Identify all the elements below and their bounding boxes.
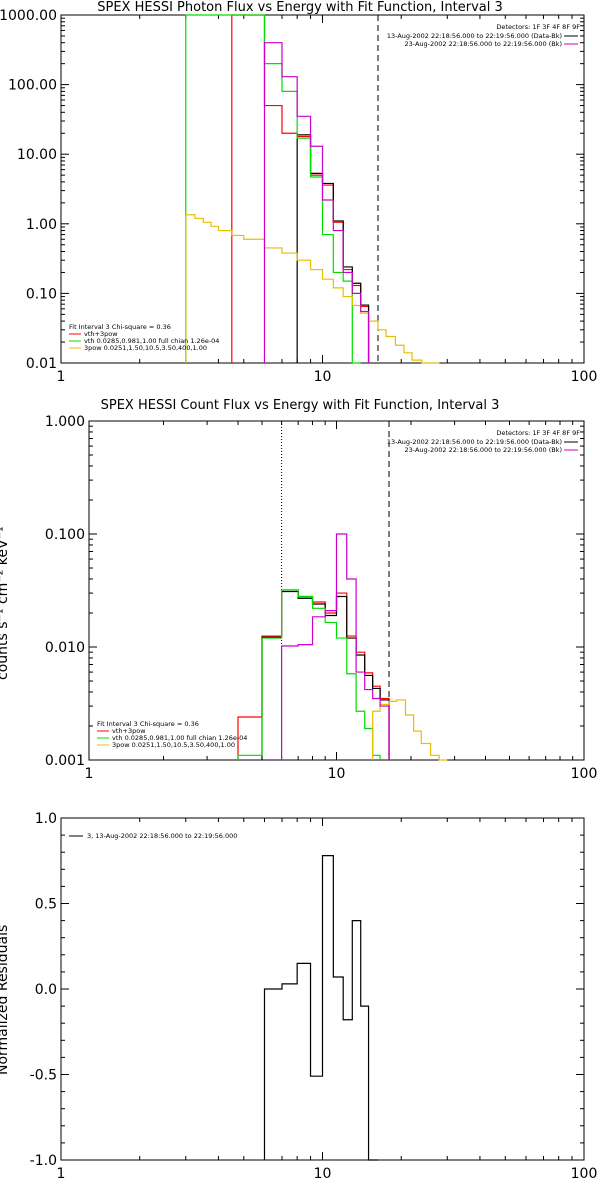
fit-legend-item: vth 0.0285,0.981,1.00 full chian 1.26e-0…: [112, 734, 247, 742]
y-tick-label: -1.0: [30, 1153, 57, 1169]
x-tick-label: 100: [571, 369, 598, 385]
x-tick-label: 100: [571, 766, 598, 782]
residual-legend: 3, 13-Aug-2002 22:18:56.000 to 22:19:56.…: [87, 832, 237, 840]
x-tick-label: 100: [571, 1166, 598, 1182]
series-data: [261, 590, 390, 760]
y-tick-label: 0.01: [26, 356, 57, 372]
y-tick-label: 0.001: [45, 753, 85, 769]
fit-legend-item: vth 0.0285,0.981,1.00 full chian 1.26e-0…: [84, 337, 219, 345]
fit-legend-item: Fit Interval 3 Chi-square = 0.36: [69, 323, 171, 331]
series-3pow: [372, 699, 448, 761]
series-bk: [263, 42, 370, 363]
x-tick-label: 10: [314, 1166, 332, 1182]
count-flux-title: SPEX HESSI Count Flux vs Energy with Fit…: [100, 398, 500, 413]
residuals-panel: 1 10 100 -1.0 -0.5 0.0 0.5 1.0 3, 13-Aug-2002 22…: [30, 811, 598, 1182]
series-3pow: [185, 214, 440, 364]
fit-legend-item: vth+3pow: [112, 727, 146, 735]
photon-flux-title: SPEX HESSI Photon Flux vs Energy with Fi…: [97, 0, 503, 15]
series-vth: [237, 589, 381, 760]
x-tick-label: 1: [57, 369, 66, 385]
series-bk: [280, 533, 390, 760]
detectors-label: Detectors: 1F 3F 4F 8F 9F: [496, 23, 580, 31]
y-tick-label: 0.10: [26, 286, 57, 302]
y-tick-label: 1000.00: [0, 8, 57, 24]
y-tick-label: 1.0: [35, 811, 57, 827]
fit-legend-item: 3pow 0.0251,1.50,10.5,3.50,400,1.00: [112, 741, 235, 749]
y-tick-label: 0.010: [45, 640, 85, 656]
fit-legend-item: 3pow 0.0251,1.50,10.5,3.50,400,1.00: [84, 344, 207, 352]
time-label: 13-Aug-2002 22:18:56.000 to 22:19:56.000…: [387, 32, 562, 40]
time-label: 23-Aug-2002 22:18:56.000 to 22:19:56.000…: [405, 446, 562, 454]
count-flux-panel: 1 10 100 0.001 0.010 0.100 1.000 Detectors: 1F …: [45, 414, 597, 782]
x-tick-label: 1: [57, 1166, 66, 1182]
y-tick-label: -0.5: [30, 1068, 57, 1084]
fit-legend-item: vth+3pow: [84, 330, 118, 338]
y-tick-label: 1.000: [45, 414, 85, 430]
detectors-label: Detectors: 1F 3F 4F 8F 9F: [496, 429, 580, 437]
y-tick-label: 0.100: [45, 527, 85, 543]
series-vth: [185, 14, 361, 364]
time-label: 23-Aug-2002 22:18:56.000 to 22:19:56.000…: [405, 40, 562, 48]
x-tick-label: 10: [314, 369, 332, 385]
x-tick-label: 1: [85, 766, 94, 782]
y-tick-label: 100.00: [8, 78, 57, 94]
y-tick-label: 10.00: [17, 147, 57, 163]
y-tick-label: 0.0: [35, 982, 57, 998]
y-tick-label: 1.00: [26, 217, 57, 233]
time-label: 13-Aug-2002 22:18:56.000 to 22:19:56.000…: [387, 438, 562, 446]
x-tick-label: 10: [328, 766, 346, 782]
photon-flux-panel: 1 10 100 0.01 0.10 1.00 10.00 100.00 1000.00 Dete…: [0, 8, 597, 385]
y-tick-label: 0.5: [35, 897, 57, 913]
series-vth-3pow: [231, 14, 370, 363]
series-3-13-aug-2002-22-18-56-000-to-22-19-56-000: [263, 855, 378, 1161]
fit-legend-item: Fit Interval 3 Chi-square = 0.36: [97, 720, 199, 728]
